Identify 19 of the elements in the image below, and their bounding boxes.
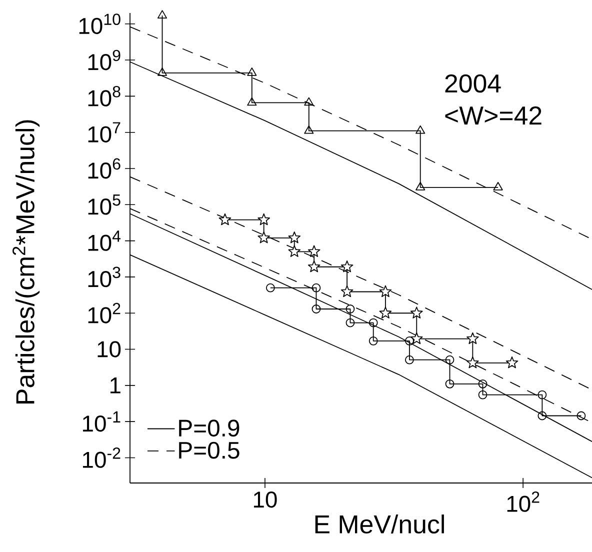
y-tick-label: 10$^{8}$ [88,86,120,106]
y-tick-label: 10$^{9}$ [88,50,120,70]
y-axis-title: Particles/(cm$^{2}$*MeV/nucl) [12,120,40,404]
y-tick-label: 10$^{6}$ [88,158,120,179]
annotation: 2004 [445,74,501,93]
y-tick-label: 10$^{10}$ [79,14,120,34]
y-tick-label: 1 [110,378,120,394]
y-tick-label: 10$^{4}$ [88,230,121,251]
y-tick-label: 10$^{-1}$ [83,411,120,432]
y-tick-label: 10 [98,341,121,358]
y-tick-label: 10$^{7}$ [88,122,120,142]
legend-label: P=0.9 [179,420,240,437]
y-tick-label: 10$^{5}$ [88,194,120,215]
x-axis-title: E MeV/nucl [315,514,444,534]
y-tick-label: 10$^{3}$ [88,266,120,288]
annotation: <W>=42 [445,106,542,124]
legend-label: P=0.5 [179,442,240,459]
y-tick-label: 10$^{2}$ [88,302,120,324]
y-tick-label: 10$^{-2}$ [83,448,120,468]
